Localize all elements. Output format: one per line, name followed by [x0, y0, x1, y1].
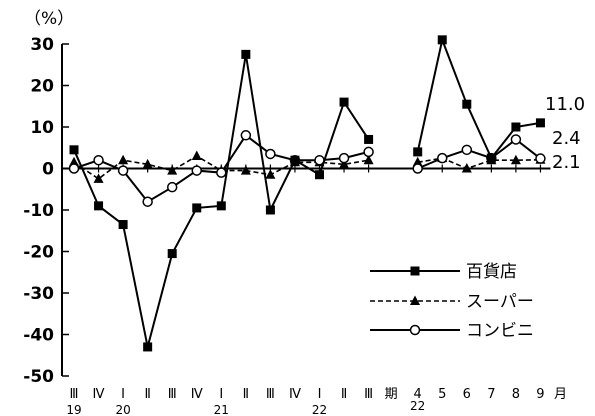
data-point-square [94, 201, 104, 211]
data-point-square [535, 118, 545, 128]
data-point-circle [142, 196, 153, 207]
x-tick-label: 7 [487, 387, 495, 402]
data-point-triangle [339, 158, 350, 169]
data-point-square [486, 153, 496, 163]
data-point-circle [166, 181, 178, 193]
x-tick-label: Ⅰ [219, 387, 223, 402]
x-tick-label: 月 [554, 387, 567, 402]
series-0 [69, 35, 545, 352]
data-point-circle [240, 130, 252, 141]
end-label: 11.0 [545, 94, 585, 115]
x-tick-label: Ⅱ [243, 387, 249, 402]
x-tick-label: 9 [536, 387, 544, 402]
data-point-square [143, 342, 153, 352]
data-point-triangle [363, 154, 374, 165]
data-point-square [216, 201, 226, 211]
data-point-square [290, 155, 300, 165]
x-tick-label: Ⅲ [168, 387, 177, 402]
legend-label: 百貨店 [466, 262, 517, 282]
data-point-square [265, 205, 275, 215]
data-point-square [241, 49, 251, 59]
series-line [416, 36, 541, 161]
legend-label: コンビニ [466, 321, 534, 341]
x-tick-label: 4 [414, 387, 422, 402]
x-year-label: 22 [410, 399, 425, 413]
x-year-label: 22 [312, 403, 327, 416]
x-tick-label: Ⅳ [289, 387, 301, 402]
data-point-triangle [167, 165, 178, 175]
data-point-circle [363, 146, 374, 158]
data-point-square [437, 35, 447, 45]
x-tick-label: Ⅱ [144, 387, 150, 402]
y-tick-label: 20 [30, 77, 54, 97]
data-point-circle [437, 152, 448, 164]
x-year-label: 19 [66, 403, 81, 416]
data-point-triangle [265, 169, 276, 179]
data-point-square [364, 134, 374, 144]
y-tick-label: -50 [23, 367, 54, 387]
y-tick-label: -20 [23, 243, 54, 263]
x-tick-label: Ⅳ [93, 387, 105, 402]
data-point-square [167, 249, 177, 259]
data-point-square [339, 97, 349, 107]
data-point-circle [510, 134, 522, 145]
data-point-square [69, 145, 79, 155]
data-point-triangle [410, 295, 420, 305]
x-tick-label: 6 [463, 387, 471, 402]
x-year-label: 20 [115, 403, 130, 416]
data-point-square [118, 220, 128, 230]
y-tick-label: 30 [30, 35, 54, 55]
x-tick-label: 8 [512, 387, 520, 402]
legend-label: スーパー [466, 292, 534, 312]
series-layer [68, 35, 546, 352]
x-tick-label: Ⅰ [121, 387, 125, 402]
data-point-circle [461, 144, 473, 156]
data-point-circle [68, 163, 80, 174]
x-tick-label: Ⅰ [318, 387, 322, 402]
x-year-label: 21 [214, 403, 229, 416]
data-point-triangle [240, 165, 251, 175]
data-point-triangle [191, 150, 202, 161]
end-label: 2.4 [552, 128, 581, 149]
data-point-square [462, 99, 472, 109]
y-tick-label: 0 [42, 160, 54, 180]
x-tick-label: Ⅳ [191, 387, 203, 402]
data-point-circle [412, 163, 423, 174]
x-tick-label: Ⅲ [364, 387, 373, 402]
data-point-triangle [510, 154, 521, 165]
data-point-square [192, 203, 202, 213]
data-point-triangle [93, 173, 104, 183]
y-tick-label: -30 [23, 284, 54, 304]
y-tick-label: -10 [23, 201, 54, 221]
data-point-circle [93, 154, 104, 166]
data-point-circle [216, 167, 227, 178]
series-line [73, 54, 370, 348]
data-point-square [413, 147, 423, 157]
data-point-circle [338, 152, 350, 164]
data-point-circle [409, 324, 421, 336]
data-point-circle [535, 153, 546, 164]
data-point-triangle [461, 163, 472, 173]
data-point-square [315, 170, 324, 180]
end-labels: 11.0 2.1 2.4 [545, 94, 585, 173]
data-point-circle [191, 165, 202, 176]
data-point-square [511, 122, 521, 132]
x-tick-label: Ⅱ [341, 387, 347, 402]
y-tick-label: -40 [23, 326, 54, 346]
y-axis-unit-label: （%） [24, 9, 74, 29]
x-tick-label: Ⅲ [266, 387, 275, 402]
x-tick-label: 期 [385, 387, 398, 402]
end-label: 2.1 [552, 152, 581, 173]
data-point-triangle [142, 158, 153, 169]
data-point-circle [117, 165, 129, 176]
data-point-circle [265, 148, 276, 160]
data-point-triangle [118, 154, 129, 165]
y-tick-label: 10 [30, 118, 54, 138]
data-point-square [410, 266, 420, 276]
x-tick-label: Ⅲ [70, 387, 79, 402]
x-tick-label: 5 [438, 387, 446, 402]
